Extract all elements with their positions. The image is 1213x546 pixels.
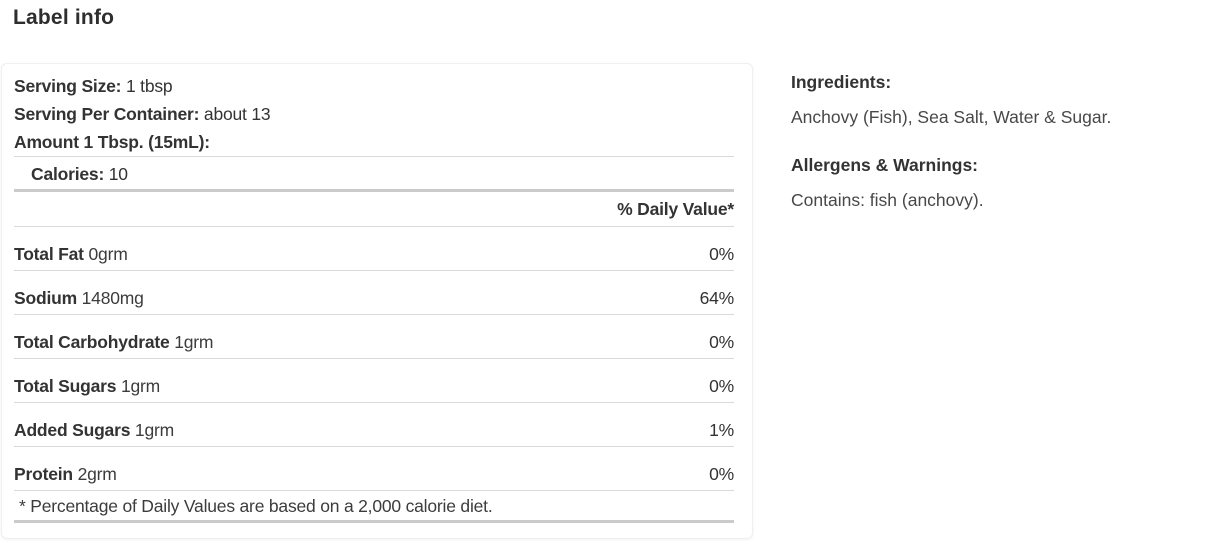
- daily-value-header: % Daily Value*: [14, 192, 734, 227]
- amount-line: Amount 1 Tbsp. (15mL):: [14, 128, 734, 156]
- nutrition-facts-card: Serving Size: 1 tbsp Serving Per Contain…: [1, 63, 753, 539]
- serving-size-label: Serving Size:: [14, 76, 122, 96]
- nutrient-name: Total Carbohydrate 1grm: [14, 333, 213, 351]
- thick-divider-bottom: [14, 520, 734, 523]
- nutrient-dv: 0%: [709, 332, 734, 352]
- page-title: Label info: [13, 6, 115, 29]
- nutrient-row-total-sugars: Total Sugars 1grm 0%: [14, 359, 734, 403]
- ingredients-text: Anchovy (Fish), Sea Salt, Water & Sugar.: [791, 107, 1112, 127]
- nutrient-name: Protein 2grm: [14, 465, 117, 483]
- allergens-heading: Allergens & Warnings:: [791, 155, 979, 175]
- calories-value: 10: [108, 164, 128, 184]
- nutrient-amount: 2grm: [77, 464, 117, 484]
- nutrient-label: Total Sugars: [14, 376, 117, 396]
- nutrient-amount: 1grm: [134, 420, 174, 440]
- nutrient-amount: 1480mg: [81, 288, 144, 308]
- divider: [14, 156, 734, 157]
- ingredients-heading: Ingredients:: [791, 72, 892, 92]
- nutrient-dv: 0%: [709, 244, 734, 264]
- nutrient-row-protein: Protein 2grm 0%: [14, 447, 734, 491]
- nutrient-row-total-carbohydrate: Total Carbohydrate 1grm 0%: [14, 315, 734, 359]
- amount-label: Amount 1 Tbsp. (15mL):: [14, 132, 210, 152]
- serving-per-container-value: about 13: [203, 104, 271, 124]
- nutrient-row-added-sugars: Added Sugars 1grm 1%: [14, 403, 734, 447]
- nutrient-row-sodium: Sodium 1480mg 64%: [14, 271, 734, 315]
- calories-row: Calories: 10: [31, 157, 734, 189]
- nutrient-row-total-fat: Total Fat 0grm 0%: [14, 227, 734, 271]
- nutrient-amount: 1grm: [174, 332, 214, 352]
- nutrient-label: Sodium: [14, 288, 77, 308]
- nutrient-amount: 0grm: [88, 244, 128, 264]
- thick-divider: [14, 189, 734, 192]
- nutrient-name: Total Fat 0grm: [14, 245, 128, 263]
- nutrient-amount: 1grm: [120, 376, 161, 396]
- nutrient-dv: 0%: [709, 376, 734, 396]
- nutrient-label: Total Carbohydrate: [14, 332, 170, 352]
- label-details-column: Ingredients: Anchovy (Fish), Sea Salt, W…: [791, 63, 1201, 212]
- nutrient-name: Sodium 1480mg: [14, 289, 144, 307]
- serving-per-container-line: Serving Per Container: about 13: [14, 100, 734, 128]
- nutrient-dv: 64%: [699, 288, 735, 308]
- daily-value-footnote: * Percentage of Daily Values are based o…: [19, 496, 493, 516]
- nutrient-label: Protein: [14, 464, 73, 484]
- serving-per-container-label: Serving Per Container:: [14, 104, 200, 124]
- serving-size-value: 1 tbsp: [125, 76, 173, 96]
- nutrient-name: Total Sugars 1grm: [14, 377, 160, 395]
- allergens-text: Contains: fish (anchovy).: [791, 190, 984, 210]
- nutrient-label: Added Sugars: [14, 420, 131, 440]
- nutrient-dv: 0%: [709, 464, 734, 484]
- nutrient-name: Added Sugars 1grm: [14, 421, 174, 439]
- nutrient-dv: 1%: [709, 420, 734, 440]
- serving-size-line: Serving Size: 1 tbsp: [14, 72, 734, 100]
- nutrient-label: Total Fat: [14, 244, 84, 264]
- calories-label: Calories:: [31, 164, 105, 184]
